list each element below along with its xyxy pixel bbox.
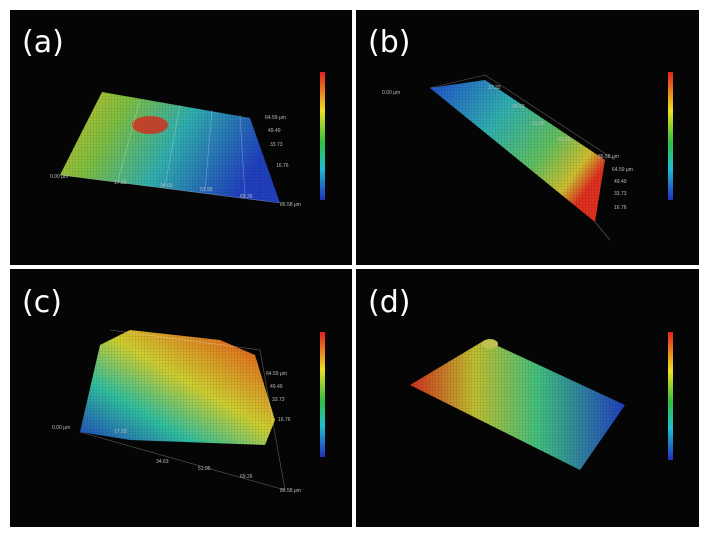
colorbar-b: [668, 72, 673, 200]
axis-label: 34.63: [512, 104, 525, 110]
panel-label: (a): [22, 25, 64, 60]
surface-b: [429, 74, 616, 241]
axis-label: 0.00 µm: [52, 425, 70, 431]
axis-label: 69.26: [240, 194, 253, 200]
axis-label: 49.49: [270, 384, 283, 390]
axis-label: 49.49: [268, 128, 281, 134]
axis-label: 17.33: [114, 180, 127, 186]
axis-label: 17.33: [114, 429, 127, 435]
surface-c: [79, 329, 286, 491]
axis-label: 64.59 µm: [612, 167, 633, 173]
axis-label: 86.58 µm: [280, 488, 301, 494]
axis-label: 0.00 µm: [50, 174, 68, 180]
axis-label: 64.59 µm: [266, 371, 287, 377]
axis-label: 86.58 µm: [598, 154, 619, 160]
axis-label: 69.26: [558, 137, 571, 143]
axis-label: 51.95: [532, 121, 545, 127]
colorbar-c: [320, 332, 325, 457]
axis-label: 51.95: [198, 466, 211, 472]
axis-label: 34.63: [160, 183, 173, 189]
axis-label: 34.63: [156, 459, 169, 465]
axis-label: 33.73: [270, 142, 283, 148]
axis-label: 16.76: [614, 205, 627, 211]
surface-d: [410, 339, 625, 470]
panel-label: (c): [22, 285, 62, 320]
colorbar-a: [320, 72, 325, 200]
panel-label: (d): [368, 285, 410, 320]
axis-label: 16.76: [278, 417, 291, 423]
colorbar-d: [668, 332, 673, 460]
axis-label: 17.33: [488, 85, 501, 91]
axis-label: 49.49: [614, 179, 627, 185]
axis-label: 51.95: [200, 187, 213, 193]
axis-label: 69.26: [240, 474, 253, 480]
surface-a: [59, 92, 281, 204]
axis-label: 64.59 µm: [265, 115, 286, 121]
axis-label: 16.76: [276, 163, 289, 169]
panel-label: (b): [368, 25, 410, 60]
axis-label: 86.58 µm: [280, 202, 301, 208]
axis-label: 33.73: [614, 191, 627, 197]
axis-label: 33.73: [272, 397, 285, 403]
axis-label: 0.00 µm: [382, 90, 400, 96]
